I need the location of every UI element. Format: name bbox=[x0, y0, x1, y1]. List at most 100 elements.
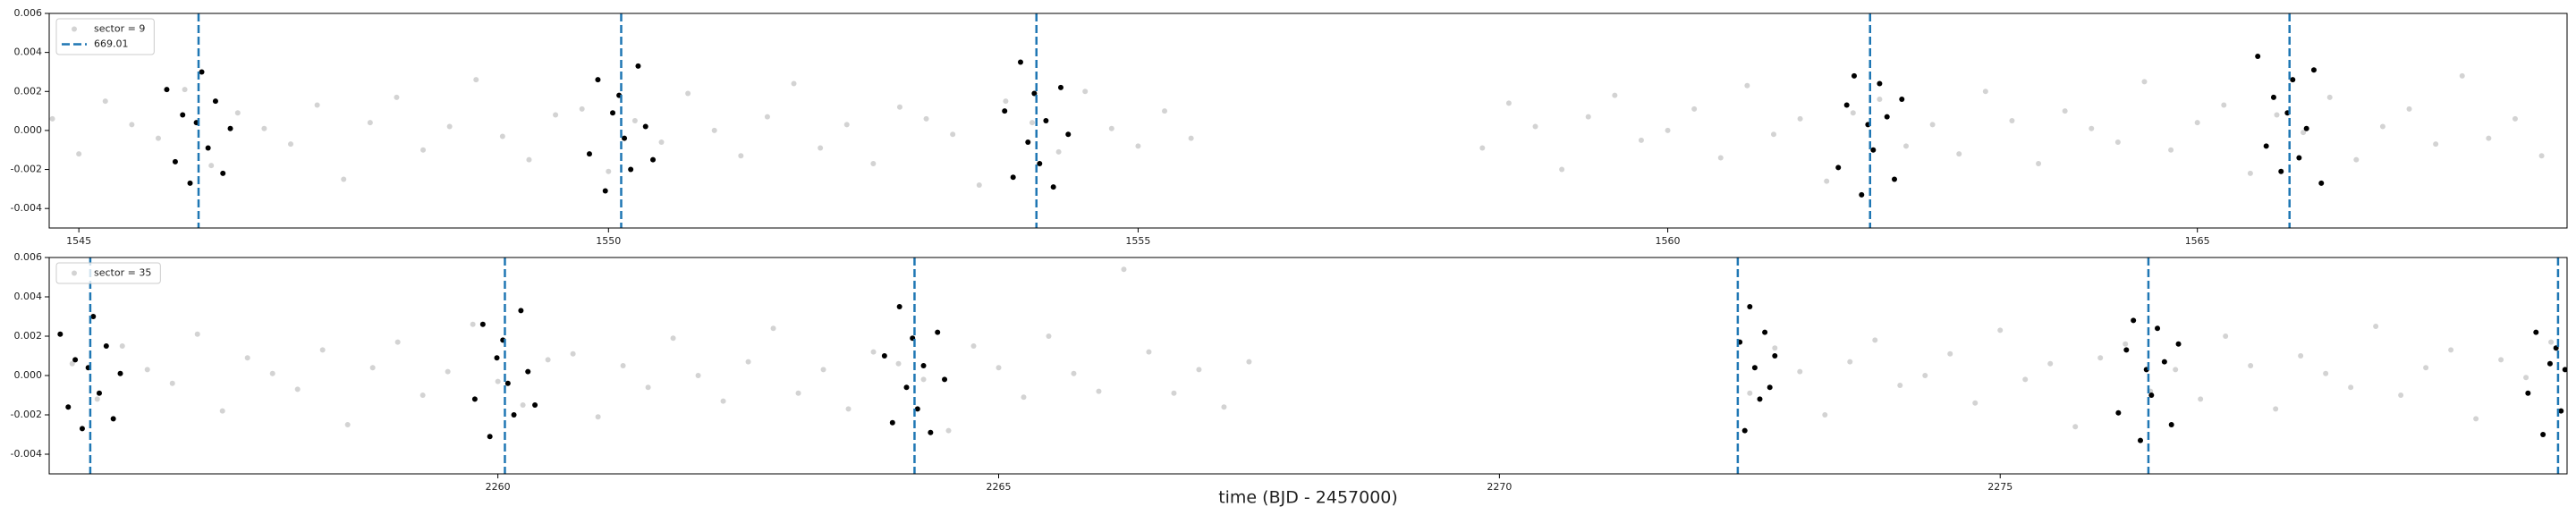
data-point bbox=[1897, 383, 1903, 388]
axes-frame bbox=[48, 13, 2568, 229]
data-point bbox=[446, 123, 453, 130]
data-point bbox=[532, 402, 538, 408]
data-point bbox=[2009, 118, 2015, 123]
data-point bbox=[914, 406, 920, 412]
y-tick-label: 0.006 bbox=[14, 251, 43, 263]
y-tick-label: 0.000 bbox=[14, 369, 43, 381]
data-point bbox=[2323, 370, 2329, 376]
data-point bbox=[2548, 339, 2555, 345]
data-point bbox=[79, 426, 85, 432]
data-point bbox=[631, 118, 638, 123]
data-point bbox=[2168, 422, 2174, 427]
plot-area bbox=[57, 258, 2567, 474]
data-point bbox=[1847, 359, 1853, 365]
y-tick-label: 0.002 bbox=[14, 330, 43, 342]
data-point bbox=[1031, 90, 1038, 97]
data-point bbox=[2255, 54, 2261, 59]
data-point bbox=[144, 367, 150, 373]
data-point bbox=[94, 396, 100, 402]
data-point bbox=[795, 390, 801, 396]
data-point bbox=[1108, 125, 1114, 131]
data-point bbox=[2423, 365, 2429, 371]
x-tick-label: 1560 bbox=[1656, 235, 1681, 247]
data-point bbox=[344, 422, 351, 427]
data-point bbox=[2062, 108, 2068, 114]
data-point bbox=[212, 98, 218, 105]
data-point bbox=[57, 331, 64, 337]
data-point bbox=[129, 122, 135, 128]
y-tick-label: 0.006 bbox=[14, 7, 43, 19]
data-point bbox=[520, 402, 526, 408]
data-point bbox=[2248, 363, 2254, 368]
data-point bbox=[881, 353, 887, 359]
data-point bbox=[2406, 106, 2412, 112]
data-point bbox=[2373, 324, 2379, 329]
data-point bbox=[1947, 350, 1953, 357]
data-point bbox=[1872, 337, 1878, 343]
data-point bbox=[2131, 317, 2137, 324]
data-point bbox=[494, 355, 500, 361]
data-point bbox=[2115, 409, 2122, 416]
data-point bbox=[1171, 390, 1177, 396]
data-point bbox=[895, 360, 902, 367]
data-point bbox=[935, 329, 941, 335]
data-point bbox=[2290, 77, 2296, 83]
data-point bbox=[90, 314, 97, 319]
data-point bbox=[2540, 432, 2546, 437]
data-point bbox=[119, 343, 125, 349]
data-point bbox=[1612, 92, 1618, 98]
data-point bbox=[1899, 97, 1905, 102]
data-point bbox=[72, 357, 79, 363]
data-point bbox=[1638, 137, 1644, 143]
data-point bbox=[261, 125, 267, 131]
data-point bbox=[1055, 148, 1062, 155]
data-point bbox=[738, 153, 744, 159]
data-point bbox=[205, 145, 211, 151]
data-point bbox=[976, 182, 982, 188]
data-point bbox=[269, 370, 275, 376]
data-point bbox=[2036, 161, 2042, 166]
data-point bbox=[220, 170, 226, 176]
data-point bbox=[117, 370, 123, 376]
data-point bbox=[1929, 122, 1936, 128]
data-point bbox=[1757, 396, 1763, 402]
data-point bbox=[1751, 365, 1758, 371]
data-point bbox=[553, 112, 559, 118]
data-point bbox=[1851, 72, 1857, 79]
data-point bbox=[2348, 384, 2354, 391]
data-point bbox=[1135, 143, 1141, 149]
data-point bbox=[1922, 373, 1928, 378]
data-point bbox=[2533, 329, 2539, 335]
data-point bbox=[1859, 191, 1865, 198]
data-point bbox=[658, 139, 665, 145]
data-point bbox=[2310, 67, 2317, 73]
data-point bbox=[525, 368, 531, 375]
data-point bbox=[234, 110, 241, 116]
data-point bbox=[579, 106, 585, 112]
data-point bbox=[1043, 118, 1049, 123]
data-point bbox=[2047, 360, 2054, 367]
data-point bbox=[2114, 139, 2121, 145]
data-point bbox=[843, 122, 850, 128]
data-point bbox=[504, 380, 511, 386]
data-point bbox=[2398, 393, 2404, 398]
data-point bbox=[896, 304, 902, 309]
data-point bbox=[182, 87, 188, 93]
data-point bbox=[1835, 165, 1842, 171]
x-tick-label: 2275 bbox=[1987, 481, 2012, 493]
data-point bbox=[2301, 130, 2307, 136]
data-point bbox=[1057, 84, 1063, 90]
data-point bbox=[2318, 180, 2325, 186]
y-tick-label: -0.002 bbox=[11, 409, 42, 420]
data-point bbox=[1903, 143, 1910, 149]
data-point bbox=[65, 404, 72, 410]
data-point bbox=[1772, 353, 1778, 359]
data-point bbox=[2221, 102, 2227, 108]
data-point bbox=[923, 115, 929, 122]
data-point bbox=[2379, 123, 2385, 130]
data-point bbox=[96, 390, 102, 396]
data-point bbox=[155, 135, 161, 141]
data-point bbox=[2141, 79, 2148, 85]
legend-frame bbox=[55, 18, 155, 55]
data-point bbox=[102, 98, 108, 105]
